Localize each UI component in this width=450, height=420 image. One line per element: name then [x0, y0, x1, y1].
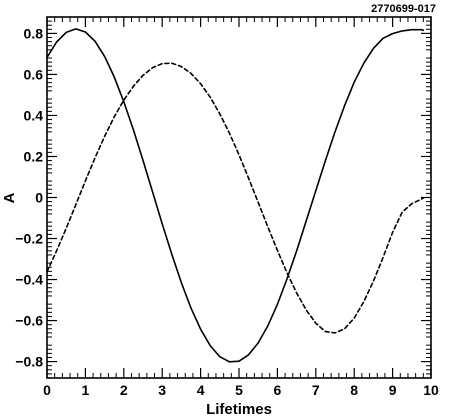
x-tick-label: 5 — [235, 382, 243, 398]
y-tick-label: −0.6 — [15, 313, 43, 329]
x-tick-label: 8 — [350, 382, 358, 398]
x-tick-label: 6 — [274, 382, 282, 398]
figure-id: 2770699-017 — [371, 3, 436, 15]
axis-tick-labels: 0 1 2 3 4 5 6 7 8 9 10 −0.8 −0.6 −0.4 −0.2 0 0.2 0.4 0.6 0.… — [15, 25, 439, 398]
y-tick-label: 0.4 — [24, 107, 44, 123]
y-tick-label: 0.8 — [24, 25, 44, 41]
x-tick-label: 1 — [82, 382, 90, 398]
plot-frame — [46, 16, 432, 379]
solid-series-line — [46, 28, 425, 363]
y-tick-label: 0.6 — [24, 66, 44, 82]
x-tick-label: 3 — [158, 382, 166, 398]
y-tick-label: 0 — [35, 190, 43, 206]
x-tick-label: 7 — [312, 382, 320, 398]
series-layer — [46, 28, 425, 363]
x-tick-label: 0 — [43, 382, 51, 398]
x-tick-label: 9 — [389, 382, 397, 398]
x-tick-label: 2 — [120, 382, 128, 398]
y-tick-label: −0.4 — [15, 272, 43, 288]
x-axis-title: Lifetimes — [206, 401, 272, 418]
y-tick-label: 0.2 — [24, 148, 44, 164]
y-tick-label: −0.2 — [15, 231, 43, 247]
x-tick-label: 10 — [423, 382, 439, 398]
axis-ticks — [46, 17, 432, 378]
y-tick-label: −0.8 — [15, 354, 43, 370]
x-tick-label: 4 — [197, 382, 205, 398]
dashed-series-line — [46, 62, 425, 334]
y-axis-title: A — [1, 192, 18, 203]
